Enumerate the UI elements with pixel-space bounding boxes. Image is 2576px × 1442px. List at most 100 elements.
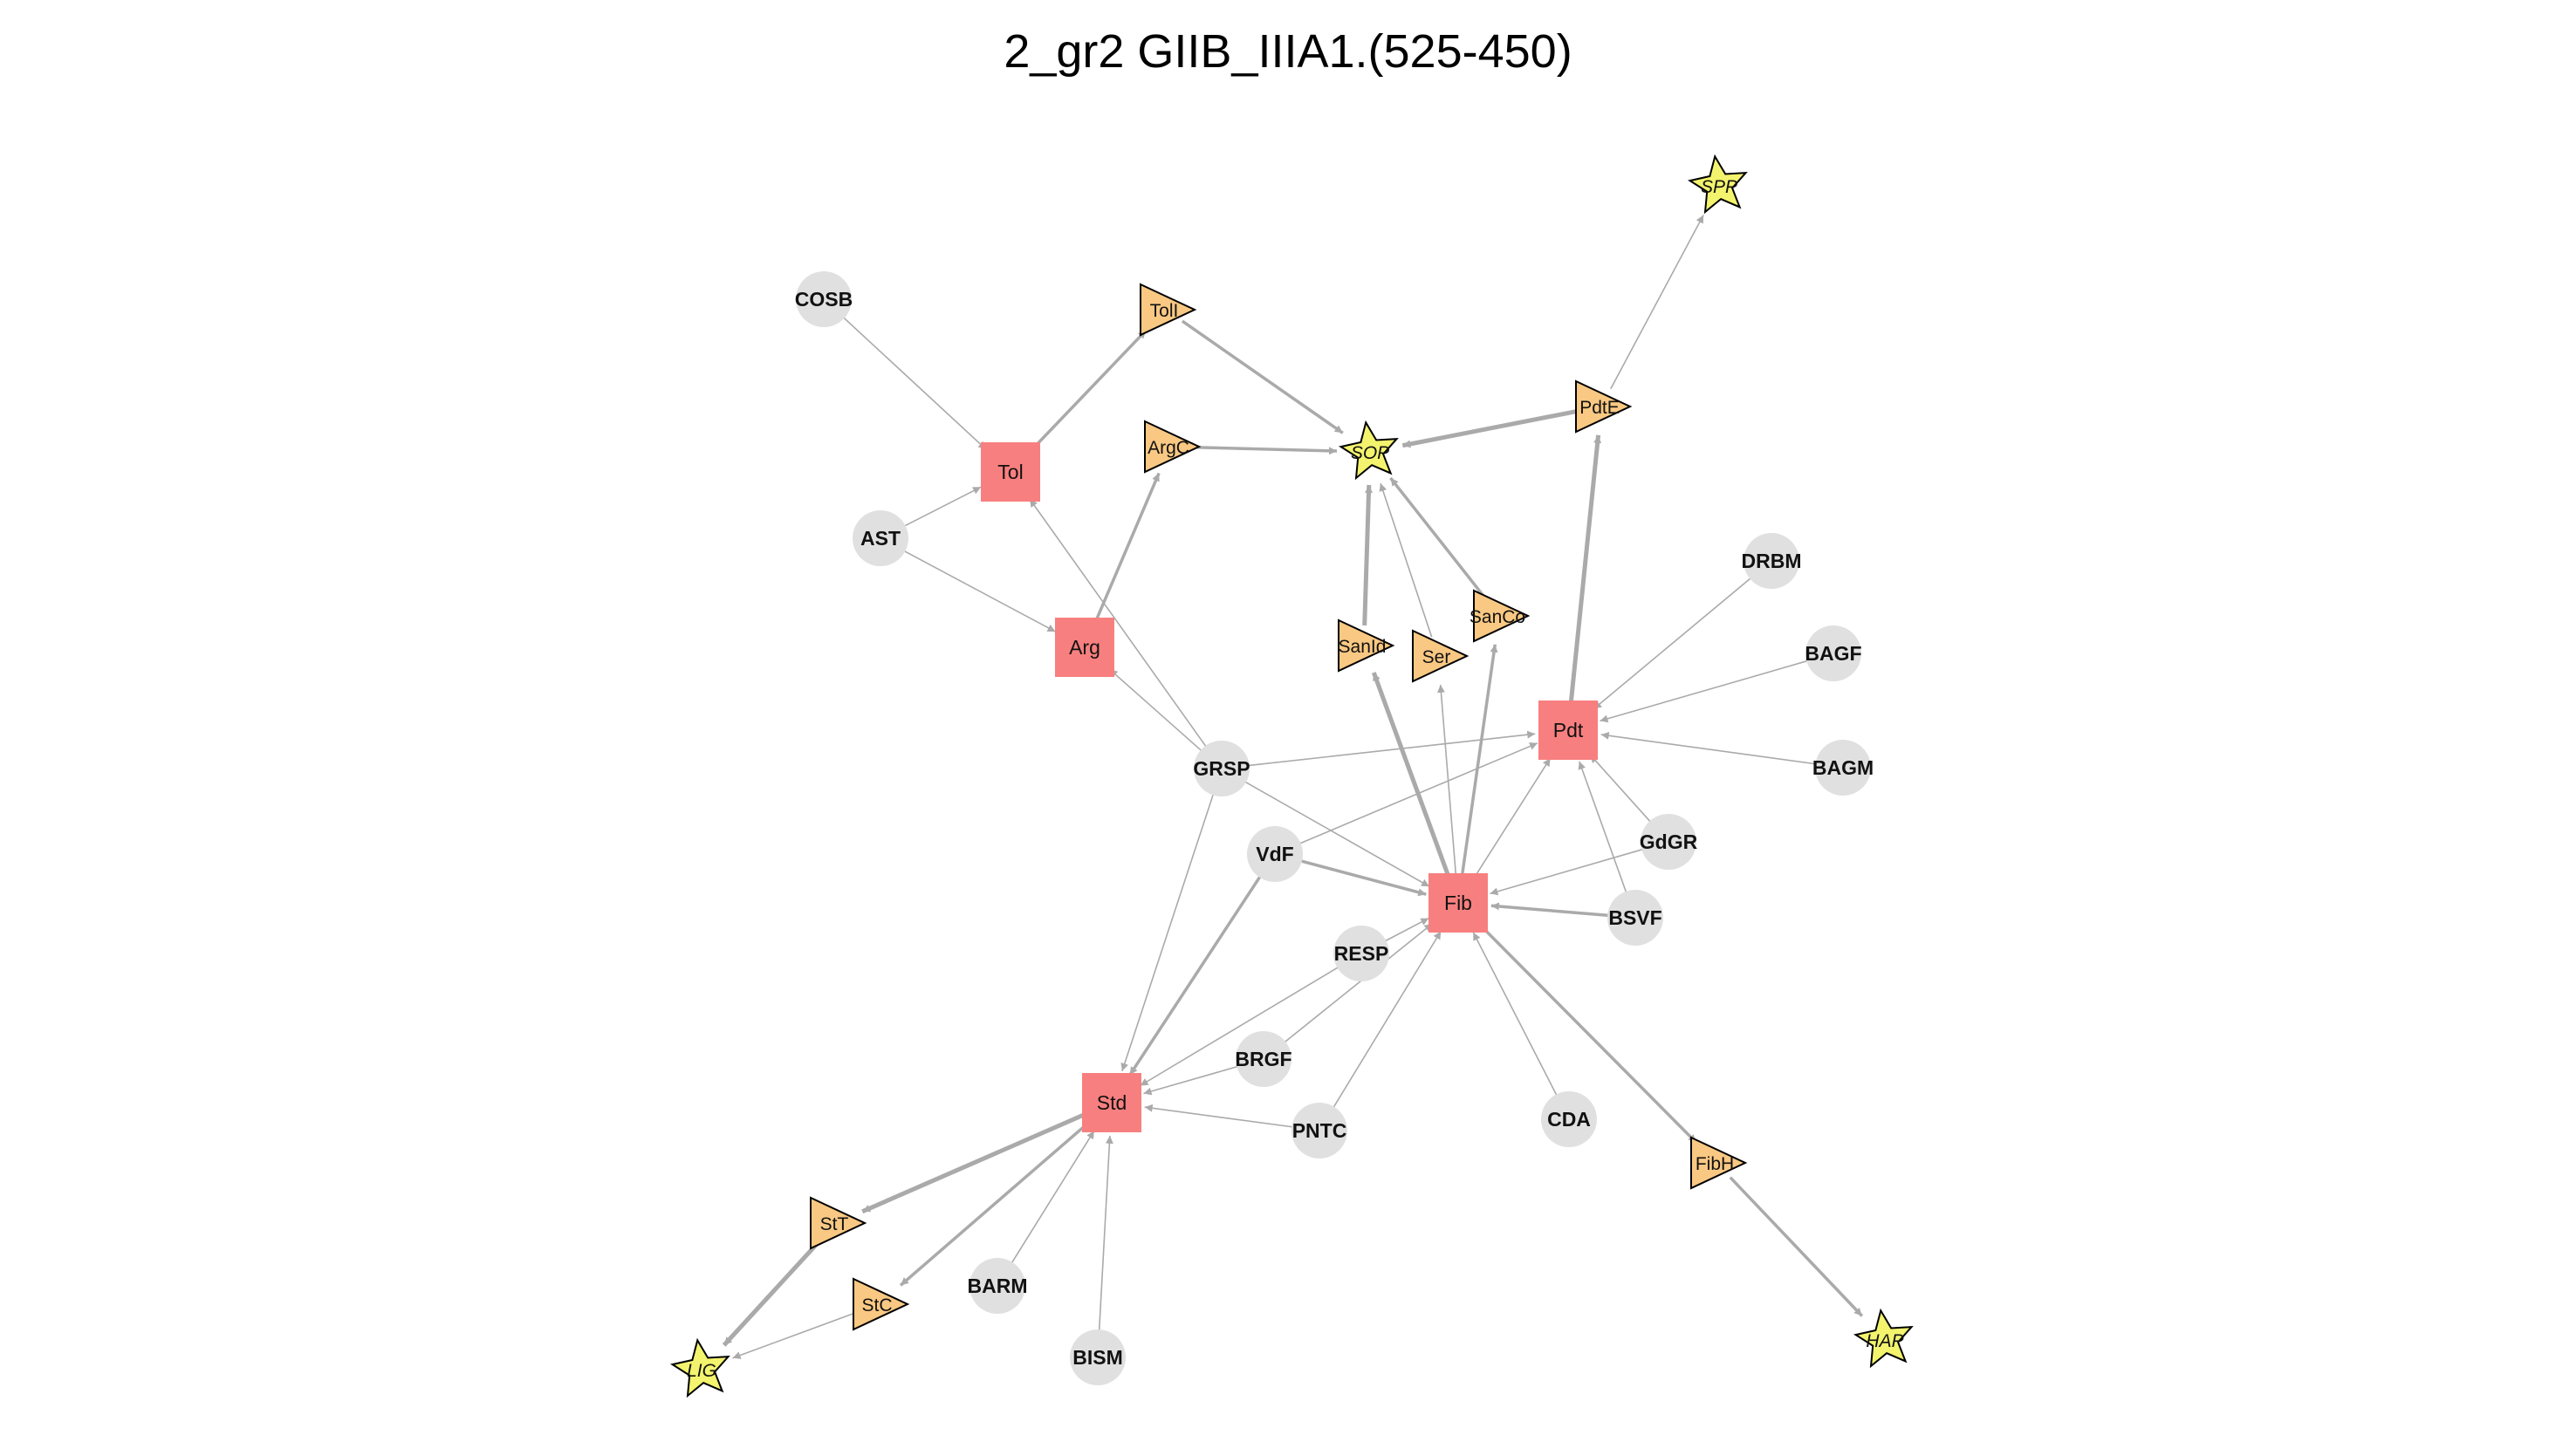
edge-resp-to-std bbox=[1140, 964, 1343, 1087]
edges-layer bbox=[722, 215, 1864, 1359]
node-bagm[interactable]: BAGM bbox=[1812, 740, 1874, 796]
edge-pntc-to-std bbox=[1144, 1104, 1298, 1129]
node-label: BRGF bbox=[1235, 1048, 1291, 1070]
edge-ast-to-tol bbox=[900, 486, 982, 529]
edge-fib-to-pdt bbox=[1470, 757, 1552, 883]
node-shape-star bbox=[1687, 154, 1748, 215]
edge-fib-to-sanid bbox=[1371, 672, 1452, 881]
node-stc[interactable]: StC bbox=[853, 1277, 910, 1331]
edge-sanid-to-sop bbox=[1362, 484, 1374, 626]
node-gdgr[interactable]: GdGR bbox=[1640, 814, 1698, 870]
node-label: FibH bbox=[1696, 1154, 1734, 1174]
node-label: ArgC bbox=[1148, 438, 1189, 458]
edge-barm-to-std bbox=[1009, 1130, 1095, 1268]
edge-brgf-to-fib bbox=[1280, 923, 1433, 1046]
node-shape-triangle bbox=[810, 1196, 867, 1250]
node-label: SOP bbox=[1351, 443, 1389, 463]
edge-drbm-to-pdt bbox=[1593, 574, 1755, 710]
edge-fibt-to-hap bbox=[1729, 1176, 1864, 1317]
node-shape-square bbox=[981, 442, 1040, 502]
node-spp[interactable]: SPP bbox=[1687, 153, 1750, 215]
node-label: PNTC bbox=[1292, 1119, 1347, 1142]
node-shape-square bbox=[1055, 618, 1114, 677]
node-tolt[interactable]: TolI bbox=[1140, 283, 1197, 337]
node-shape-square bbox=[1082, 1073, 1141, 1132]
node-sanid[interactable]: SanId bbox=[1338, 618, 1395, 673]
node-grsp[interactable]: GRSP bbox=[1193, 741, 1250, 796]
node-shape-triangle bbox=[853, 1277, 910, 1331]
node-stt[interactable]: StT bbox=[810, 1196, 867, 1250]
edge-pdtt-to-sop bbox=[1401, 407, 1582, 448]
node-label: SPP bbox=[1701, 177, 1737, 197]
node-resp[interactable]: RESP bbox=[1333, 926, 1389, 981]
node-ast[interactable]: AST bbox=[853, 510, 908, 566]
edge-cda-to-fib bbox=[1472, 932, 1559, 1100]
node-bsvf[interactable]: BSVF bbox=[1607, 890, 1663, 946]
node-vdf[interactable]: VdF bbox=[1247, 826, 1303, 882]
node-shape-circle bbox=[1744, 533, 1799, 589]
node-label: LIG bbox=[687, 1361, 716, 1381]
node-shape-triangle bbox=[1338, 618, 1395, 673]
edge-pdtt-to-spp bbox=[1610, 215, 1704, 390]
edge-bism-to-std bbox=[1098, 1135, 1113, 1336]
node-ser[interactable]: Ser bbox=[1412, 629, 1470, 683]
node-argt[interactable]: ArgC bbox=[1144, 420, 1202, 474]
node-label: VdF bbox=[1256, 843, 1293, 865]
node-drbm[interactable]: DRBM bbox=[1742, 533, 1802, 589]
edge-stt-to-lig bbox=[722, 1236, 825, 1347]
node-label: CDA bbox=[1547, 1108, 1591, 1131]
edge-fib-to-fibt bbox=[1474, 919, 1697, 1144]
node-bism[interactable]: BISM bbox=[1070, 1329, 1126, 1385]
node-shape-circle bbox=[1070, 1329, 1126, 1385]
node-lig[interactable]: LIG bbox=[669, 1336, 733, 1398]
node-label: StT bbox=[820, 1214, 849, 1234]
node-pdt[interactable]: Pdt bbox=[1538, 700, 1598, 760]
node-shape-triangle bbox=[1690, 1136, 1748, 1190]
node-fib[interactable]: Fib bbox=[1428, 873, 1488, 933]
node-shape-triangle bbox=[1144, 420, 1202, 474]
node-fibt[interactable]: FibH bbox=[1690, 1136, 1748, 1190]
node-shape-circle bbox=[1541, 1091, 1597, 1147]
node-label: AST bbox=[860, 527, 901, 550]
edge-grsp-to-fib bbox=[1241, 779, 1430, 887]
node-label: DRBM bbox=[1742, 550, 1802, 572]
node-shape-circle bbox=[796, 271, 852, 327]
node-arg[interactable]: Arg bbox=[1055, 618, 1114, 677]
node-label: Pdt bbox=[1553, 719, 1584, 742]
edge-arg-to-argt bbox=[1093, 472, 1161, 625]
node-label: BSVF bbox=[1608, 906, 1661, 929]
edge-ser-to-sop bbox=[1379, 482, 1433, 638]
node-label: HAP bbox=[1866, 1331, 1903, 1351]
edge-fib-to-sanco bbox=[1460, 644, 1498, 879]
node-shape-triangle bbox=[1140, 283, 1197, 337]
node-pntc[interactable]: PNTC bbox=[1291, 1103, 1347, 1158]
node-label: Tol bbox=[997, 461, 1023, 483]
node-shape-star bbox=[1853, 1308, 1914, 1369]
edge-bagf-to-pdt bbox=[1600, 659, 1812, 723]
node-std[interactable]: Std bbox=[1082, 1073, 1141, 1132]
node-cda[interactable]: CDA bbox=[1541, 1091, 1597, 1147]
node-pdtt[interactable]: PdtE bbox=[1575, 379, 1633, 434]
node-brgf[interactable]: BRGF bbox=[1235, 1031, 1292, 1087]
node-label: COSB bbox=[795, 288, 853, 311]
node-bagf[interactable]: BAGF bbox=[1805, 625, 1862, 681]
node-label: SanCo bbox=[1470, 607, 1525, 627]
node-label: BAGF bbox=[1805, 642, 1861, 665]
node-sanco[interactable]: SanCo bbox=[1470, 589, 1531, 643]
node-label: GdGR bbox=[1640, 830, 1698, 853]
node-shape-triangle bbox=[1473, 589, 1531, 643]
node-sop[interactable]: SOP bbox=[1338, 419, 1401, 481]
node-label: BAGM bbox=[1812, 756, 1874, 779]
node-shape-circle bbox=[1194, 741, 1250, 796]
node-barm[interactable]: BARM bbox=[968, 1258, 1028, 1314]
node-label: PdtE bbox=[1579, 398, 1620, 418]
node-hap[interactable]: HAP bbox=[1853, 1307, 1916, 1369]
node-label: Fib bbox=[1444, 892, 1472, 914]
graph-title: 2_gr2 GIIB_IIIA1.(525-450) bbox=[1004, 25, 1572, 78]
edge-grsp-to-arg bbox=[1108, 668, 1206, 755]
node-shape-star bbox=[1338, 420, 1399, 481]
node-tol[interactable]: Tol bbox=[981, 442, 1040, 502]
node-cosb[interactable]: COSB bbox=[795, 271, 853, 327]
edge-vdf-to-std bbox=[1128, 871, 1264, 1076]
node-shape-square bbox=[1428, 873, 1488, 933]
